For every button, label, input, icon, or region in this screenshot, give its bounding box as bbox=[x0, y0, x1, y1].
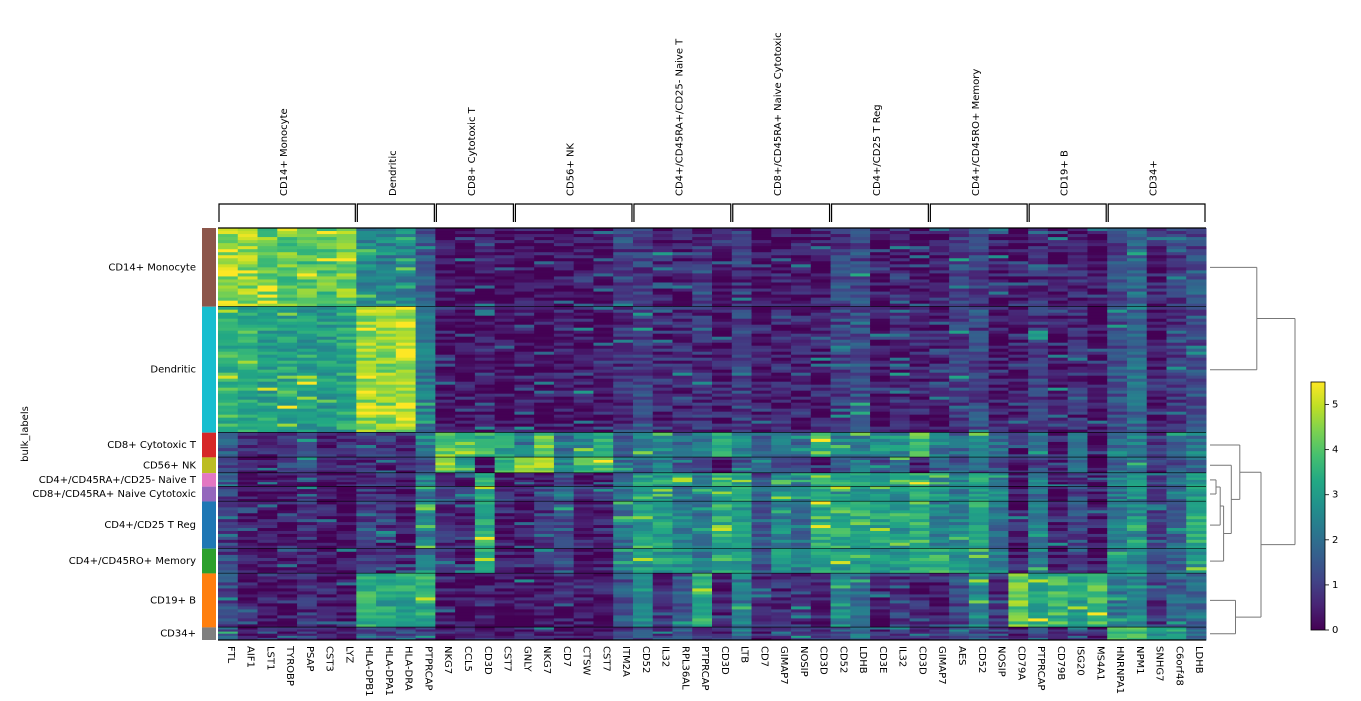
column-group-label: CD8+ Cytotoxic T bbox=[467, 106, 478, 196]
heatmap-cells bbox=[218, 228, 1207, 641]
gene-label: GNLY bbox=[521, 646, 532, 672]
gene-label: CD79A bbox=[1015, 646, 1026, 680]
colorbar-tick: 1 bbox=[1332, 580, 1338, 591]
gene-label: HLA-DPA1 bbox=[383, 646, 394, 696]
gene-label: NOSIP bbox=[798, 646, 809, 677]
row-group-colorbar bbox=[202, 228, 216, 640]
colorbar-tick: 3 bbox=[1332, 490, 1338, 501]
colorbar-tick: 2 bbox=[1332, 535, 1338, 546]
gene-label: LDHB bbox=[1193, 646, 1204, 674]
gene-label: NKG7 bbox=[541, 646, 552, 674]
gene-label: PTPRCAP bbox=[699, 646, 710, 690]
column-group-label: CD14+ Monocyte bbox=[279, 108, 290, 196]
row-group-label: CD14+ Monocyte bbox=[108, 262, 196, 273]
gene-label: CST3 bbox=[324, 646, 335, 672]
gene-label: LDHB bbox=[857, 646, 868, 674]
gene-label: CD3D bbox=[719, 646, 730, 675]
gene-label: CD79B bbox=[1055, 646, 1066, 680]
gene-label: CD7 bbox=[561, 646, 572, 667]
gene-label: LTB bbox=[739, 646, 750, 663]
x-tick-labels: FTL AIF1 LST1 TYROBP PSAP CST3 LYZ HLA-DPB1 HLA-… bbox=[225, 645, 1204, 697]
column-group-label: CD8+/CD45RA+ Naive Cytotoxic bbox=[773, 32, 784, 196]
row-group-label: CD19+ B bbox=[150, 595, 196, 606]
row-group-label: CD4+/CD45RA+/CD25- Naive T bbox=[39, 475, 197, 486]
gene-label: CD52 bbox=[976, 646, 987, 673]
gene-label: CTSW bbox=[581, 646, 592, 675]
gene-label: CD3D bbox=[818, 646, 829, 675]
row-group-label: CD34+ bbox=[160, 629, 196, 640]
gene-label: AIF1 bbox=[245, 646, 256, 668]
gene-label: CD52 bbox=[837, 646, 848, 673]
gene-label: CD3E bbox=[877, 646, 888, 673]
gene-label: NKG7 bbox=[442, 646, 453, 674]
colorbar-tick: 0 bbox=[1332, 625, 1338, 636]
heatmap-figure: CD14+ Monocyte Dendritic CD8+ Cytotoxic T C… bbox=[0, 0, 1361, 701]
gene-label: MS4A1 bbox=[1094, 646, 1105, 681]
column-group-brackets: CD14+ Monocyte Dendritic CD8+ Cytotoxic T C… bbox=[219, 32, 1205, 222]
gene-label: LYZ bbox=[343, 646, 354, 663]
row-group-label: CD56+ NK bbox=[143, 460, 196, 471]
row-group-labels: CD14+ Monocyte Dendritic CD8+ Cytotoxic T C… bbox=[32, 262, 197, 639]
gene-label: HNRNPA1 bbox=[1114, 646, 1125, 694]
column-group-label: CD56+ NK bbox=[566, 143, 577, 196]
gene-label: PTPRCAP bbox=[422, 646, 433, 690]
gene-label: HLA-DPB1 bbox=[363, 646, 374, 697]
gene-label: CCL5 bbox=[462, 646, 473, 672]
gene-label: TYROBP bbox=[284, 645, 295, 686]
column-group-label: CD19+ B bbox=[1060, 150, 1071, 196]
gene-label: CD7 bbox=[758, 646, 769, 667]
column-group-label: CD4+/CD45RA+/CD25- Naive T bbox=[674, 38, 685, 196]
row-group-label: CD8+/CD45RA+ Naive Cytotoxic bbox=[32, 489, 196, 500]
gene-label: CST7 bbox=[600, 646, 611, 672]
gene-label: ITM2A bbox=[620, 646, 631, 677]
gene-label: IL32 bbox=[660, 646, 671, 667]
gene-label: RPL36AL bbox=[679, 646, 690, 690]
row-group-label: Dendritic bbox=[150, 365, 196, 376]
column-group-label: CD4+/CD25 T Reg bbox=[872, 104, 883, 196]
colorbar-tick: 5 bbox=[1332, 400, 1338, 411]
gene-label: CD3D bbox=[916, 646, 927, 675]
y-axis-title: bulk_labels bbox=[20, 406, 31, 462]
gene-label: CD3D bbox=[482, 646, 493, 675]
colorbar: 0 1 2 3 4 5 bbox=[1311, 382, 1338, 636]
gene-label: LST1 bbox=[264, 646, 275, 670]
gene-label: SNHG7 bbox=[1154, 646, 1165, 681]
gene-label: CD52 bbox=[640, 646, 651, 673]
row-group-label: CD4+/CD45RO+ Memory bbox=[69, 556, 196, 567]
column-group-label: CD34+ bbox=[1149, 160, 1160, 196]
gene-label: PSAP bbox=[304, 646, 315, 671]
colorbar-tick: 4 bbox=[1332, 445, 1338, 456]
gene-label: NPM1 bbox=[1134, 646, 1145, 675]
column-group-label: Dendritic bbox=[388, 150, 399, 196]
gene-label: GIMAP7 bbox=[778, 646, 789, 685]
gene-label: NOSIP bbox=[996, 646, 1007, 677]
gene-label: FTL bbox=[225, 646, 236, 664]
row-dendrogram bbox=[1210, 267, 1295, 633]
gene-label: HLA-DRA bbox=[403, 646, 414, 691]
gene-label: ISG20 bbox=[1075, 646, 1086, 676]
row-group-label: CD4+/CD25 T Reg bbox=[104, 520, 196, 531]
gene-label: CST7 bbox=[502, 646, 513, 672]
gene-label: PTPRCAP bbox=[1035, 646, 1046, 690]
column-group-label: CD4+/CD45RO+ Memory bbox=[971, 69, 982, 196]
gene-label: IL32 bbox=[897, 646, 908, 667]
gene-label: GIMAP7 bbox=[936, 646, 947, 685]
gene-label: C6orf48 bbox=[1173, 646, 1184, 686]
row-group-label: CD8+ Cytotoxic T bbox=[107, 440, 197, 451]
gene-label: AES bbox=[956, 646, 967, 666]
